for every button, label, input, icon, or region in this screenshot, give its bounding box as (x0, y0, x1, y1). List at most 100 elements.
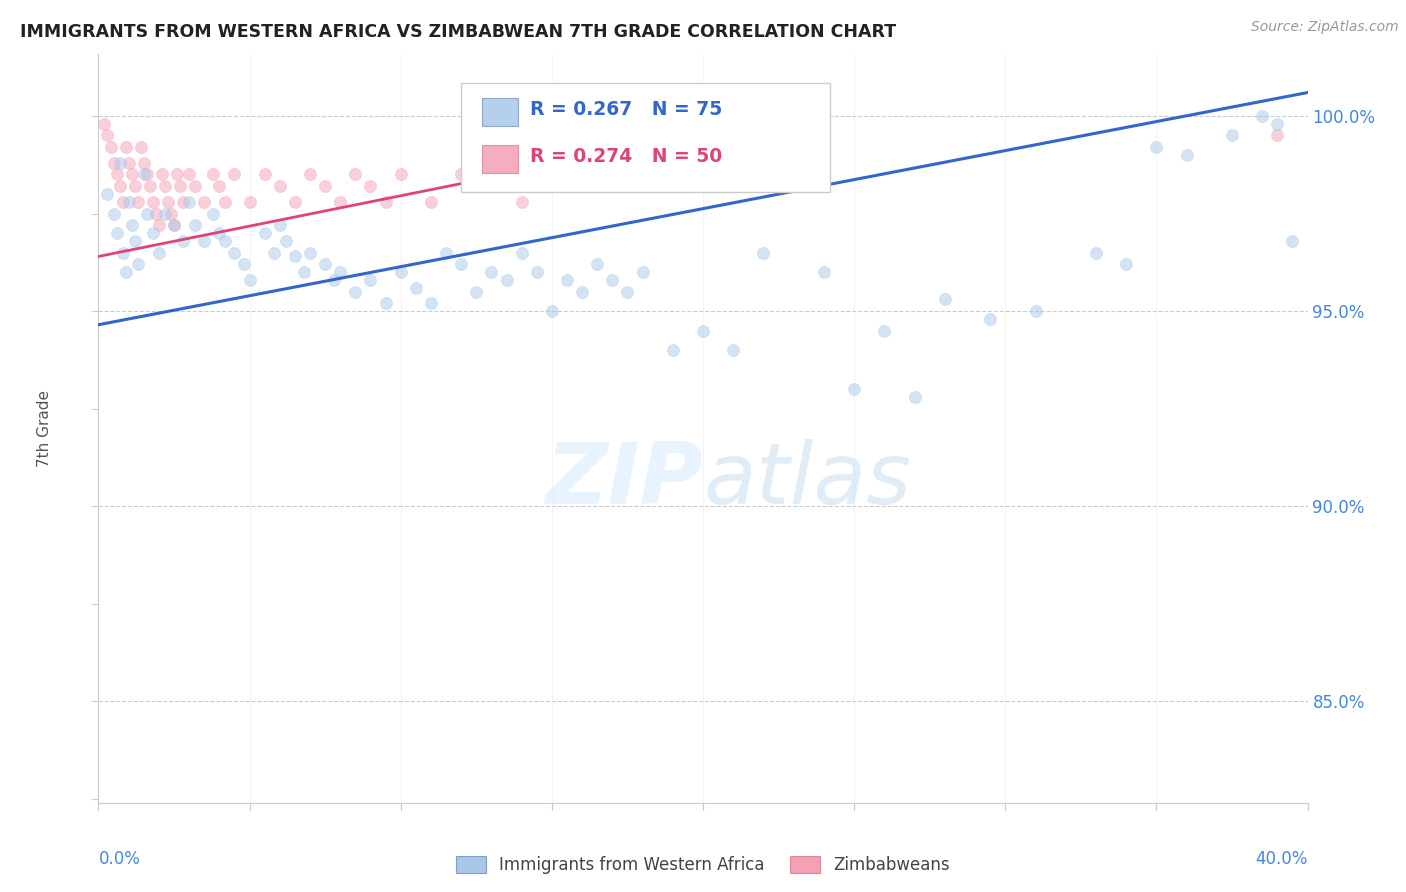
Point (111, 194, 134, 209)
Point (292, 265, 315, 279)
Point (314, 257, 336, 271)
Text: R = 0.267   N = 75: R = 0.267 N = 75 (530, 100, 723, 120)
Point (166, 168, 188, 182)
Point (114, 140, 136, 154)
Point (172, 194, 194, 209)
Point (193, 194, 215, 209)
Point (934, 293, 956, 307)
Point (450, 168, 472, 182)
Point (103, 206, 125, 220)
Point (202, 206, 225, 220)
Point (111, 245, 134, 260)
Point (979, 312, 1001, 326)
Point (904, 390, 927, 404)
Point (121, 219, 143, 233)
Point (150, 168, 173, 182)
Point (232, 257, 254, 271)
Point (495, 273, 517, 287)
Point (1281, 234, 1303, 248)
Point (239, 273, 262, 287)
Point (692, 324, 714, 338)
Point (208, 226, 231, 240)
Point (156, 194, 179, 209)
Point (179, 194, 201, 209)
Point (269, 179, 291, 194)
Text: 40.0%: 40.0% (1256, 850, 1308, 868)
Point (299, 168, 322, 182)
Point (118, 156, 141, 170)
Point (96, 128, 118, 143)
Point (510, 194, 533, 209)
Point (269, 219, 291, 233)
Text: Source: ZipAtlas.com: Source: ZipAtlas.com (1251, 20, 1399, 34)
Point (153, 206, 176, 220)
Point (127, 194, 149, 209)
Point (208, 179, 231, 194)
Point (329, 194, 352, 209)
Text: R = 0.274   N = 50: R = 0.274 N = 50 (530, 147, 723, 167)
Point (434, 245, 457, 260)
Point (103, 156, 125, 170)
Point (145, 206, 167, 220)
FancyBboxPatch shape (482, 98, 517, 126)
Point (108, 179, 131, 194)
Point (586, 257, 609, 271)
Point (389, 265, 412, 279)
Point (873, 324, 896, 338)
Point (160, 206, 183, 220)
Point (132, 168, 155, 182)
Point (179, 168, 201, 182)
Point (274, 234, 297, 248)
Point (481, 179, 503, 194)
Point (163, 219, 186, 233)
Point (1267, 128, 1289, 143)
Point (132, 156, 155, 170)
Point (1085, 245, 1108, 260)
Point (142, 226, 165, 240)
Point (631, 265, 654, 279)
Point (129, 140, 152, 154)
Point (389, 168, 412, 182)
Point (526, 265, 548, 279)
Point (124, 234, 146, 248)
FancyBboxPatch shape (461, 84, 830, 192)
Point (108, 156, 131, 170)
Point (100, 140, 122, 154)
Point (263, 245, 285, 260)
Point (323, 273, 346, 287)
Point (344, 285, 367, 299)
Point (1267, 117, 1289, 131)
Point (105, 226, 128, 240)
Point (344, 168, 367, 182)
Point (127, 257, 149, 271)
Point (224, 168, 246, 182)
Point (405, 281, 427, 295)
Point (184, 219, 207, 233)
Point (284, 250, 307, 264)
Point (1115, 257, 1137, 271)
Text: 7th Grade: 7th Grade (37, 390, 52, 467)
Point (139, 179, 162, 194)
Point (450, 257, 472, 271)
Point (214, 234, 236, 248)
Point (360, 179, 382, 194)
Point (374, 296, 396, 310)
FancyBboxPatch shape (482, 145, 517, 173)
Point (105, 168, 128, 182)
Point (163, 219, 186, 233)
Point (239, 194, 262, 209)
Point (135, 168, 157, 182)
Point (1024, 304, 1046, 318)
Point (1251, 109, 1274, 123)
Point (172, 234, 194, 248)
Point (510, 245, 533, 260)
Text: 0.0%: 0.0% (98, 850, 141, 868)
Point (616, 285, 638, 299)
Point (1220, 128, 1243, 143)
Point (114, 265, 136, 279)
Point (153, 179, 176, 194)
Text: ZIP: ZIP (546, 439, 703, 522)
Point (202, 168, 225, 182)
Point (169, 179, 191, 194)
Point (329, 265, 352, 279)
